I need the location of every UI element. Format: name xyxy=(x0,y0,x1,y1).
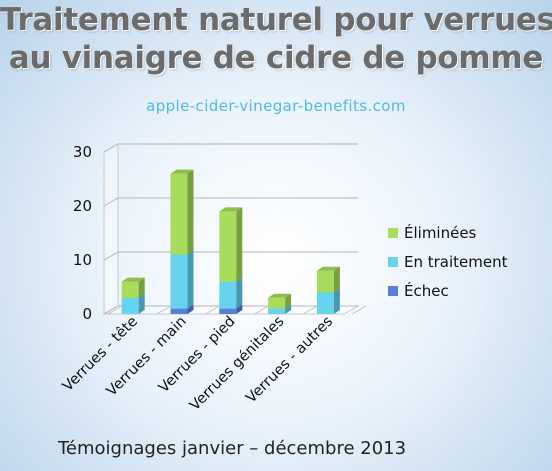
gridline-diag xyxy=(103,197,119,207)
bar-segment xyxy=(219,281,237,309)
chart-title-line-1: Traitement naturel pour verrues xyxy=(0,2,552,38)
legend-swatch xyxy=(388,285,398,296)
y-tick-label: 20 xyxy=(73,197,92,215)
gridline-diag xyxy=(103,143,119,153)
legend-swatch xyxy=(388,227,398,238)
x-tick-label: Verrues génitales xyxy=(187,314,287,414)
bar-segment-side xyxy=(333,288,340,314)
bar-segment-side xyxy=(138,293,145,314)
y-tick-label: 30 xyxy=(73,143,92,161)
chart-legend: Éliminées En traitement Échec xyxy=(388,218,508,305)
bar-segment xyxy=(170,173,188,255)
legend-label: En traitement xyxy=(404,252,508,271)
legend-item: Échec xyxy=(388,276,508,305)
bar-segment-side xyxy=(138,277,145,298)
bar-segment-top xyxy=(219,207,243,212)
bar-segment-top xyxy=(268,293,292,298)
bar-segment xyxy=(316,292,334,314)
legend-item: Éliminées xyxy=(388,218,508,247)
bar-segment-side xyxy=(236,277,243,309)
x-tick-label: Verrues - autres xyxy=(243,314,336,407)
source-url: apple-cider-vinegar-benefits.com xyxy=(146,97,406,115)
bar-segment xyxy=(268,308,286,314)
bar-segment-side xyxy=(285,293,292,309)
floor-divider xyxy=(205,305,220,315)
bar-segment xyxy=(268,297,286,309)
gridline-diag xyxy=(103,305,119,315)
legend-label: Éliminées xyxy=(404,223,477,242)
bar-segment xyxy=(219,308,237,314)
bar-segment-side xyxy=(187,304,194,314)
y-tick-label: 10 xyxy=(73,251,92,269)
floor-divider xyxy=(351,305,367,315)
bar-segment-side xyxy=(187,169,194,255)
bar-segment xyxy=(219,211,237,282)
bar-segment-top xyxy=(121,277,145,282)
bar-segment xyxy=(121,297,139,314)
chart-title-line-2: au vinaigre de cidre de pomme xyxy=(8,40,544,76)
bar-segment-top xyxy=(316,266,340,271)
bar-segment-side xyxy=(285,304,292,314)
gridline-diag xyxy=(103,251,119,261)
chart-footer: Témoignages janvier – décembre 2013 xyxy=(58,438,407,459)
legend-label: Échec xyxy=(404,281,449,300)
bar-segment-top xyxy=(170,169,194,174)
chart-side-wall xyxy=(103,143,119,315)
bar-segment-side xyxy=(236,207,243,282)
floor-divider xyxy=(302,305,318,315)
legend-item: En traitement xyxy=(388,247,508,276)
bar-segment-side xyxy=(236,304,243,314)
bar-segment xyxy=(170,308,188,314)
floor-divider xyxy=(107,305,123,315)
bar-segment xyxy=(170,254,188,309)
legend-swatch xyxy=(388,256,398,267)
bar-segment-side xyxy=(333,266,340,293)
floor-divider xyxy=(156,305,172,315)
floor-divider xyxy=(254,305,269,315)
bar-segment xyxy=(121,281,139,298)
bar-segment xyxy=(316,270,334,293)
y-tick-label: 0 xyxy=(82,305,92,323)
bar-segment-side xyxy=(187,250,194,309)
